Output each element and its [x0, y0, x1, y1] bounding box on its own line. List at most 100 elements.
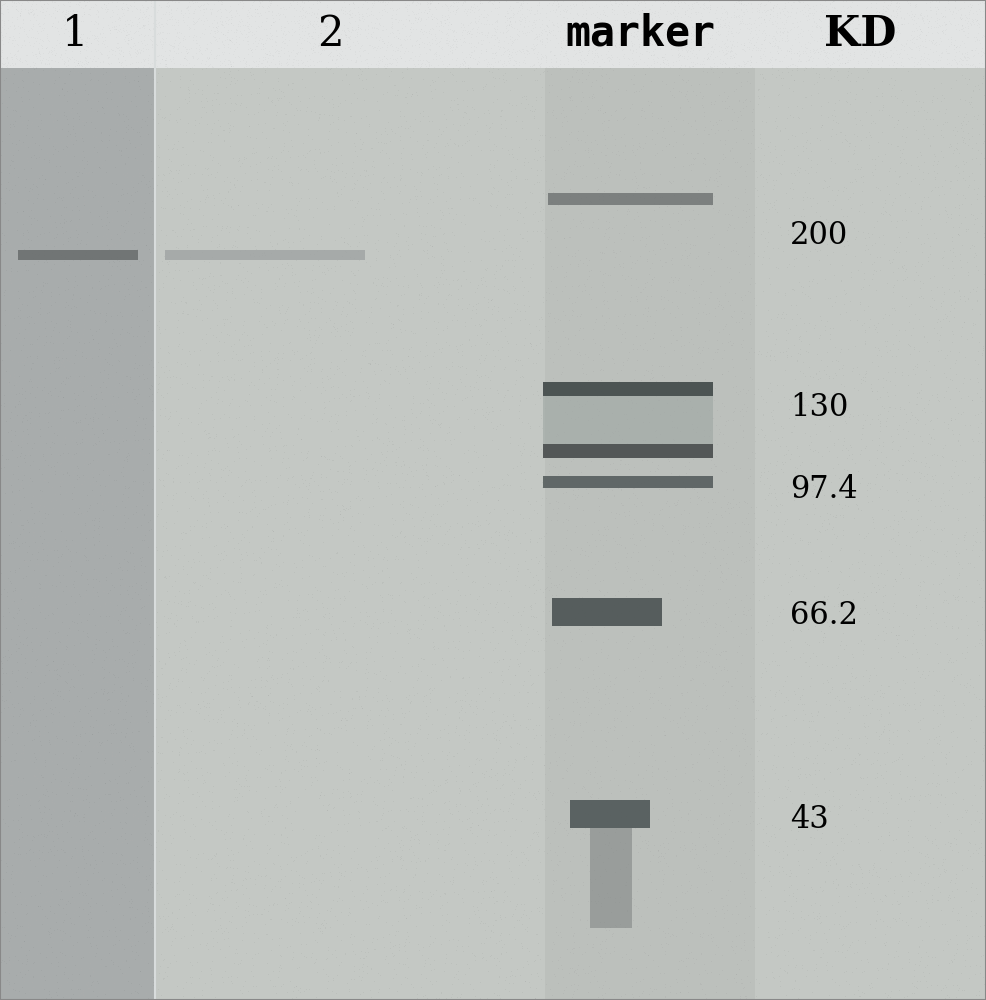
- Point: [567, 524, 583, 540]
- Point: [632, 667, 648, 683]
- Point: [356, 932, 372, 948]
- Point: [499, 191, 515, 207]
- Point: [350, 266, 366, 282]
- Point: [585, 88, 600, 104]
- Point: [370, 667, 386, 683]
- Point: [911, 311, 927, 327]
- Point: [405, 395, 421, 411]
- Point: [54, 473, 70, 489]
- Point: [904, 921, 920, 937]
- Point: [329, 484, 345, 500]
- Point: [394, 321, 410, 337]
- Point: [647, 213, 663, 229]
- Point: [548, 810, 564, 826]
- Point: [556, 15, 572, 31]
- Point: [899, 640, 915, 656]
- Point: [876, 379, 891, 395]
- Point: [883, 0, 899, 9]
- Point: [74, 843, 90, 859]
- Point: [104, 84, 119, 100]
- Point: [667, 204, 682, 220]
- Point: [336, 702, 352, 718]
- Point: [123, 938, 139, 954]
- Point: [352, 221, 368, 237]
- Point: [328, 116, 344, 132]
- Point: [117, 805, 133, 821]
- Point: [143, 918, 159, 934]
- Point: [932, 736, 948, 752]
- Point: [769, 930, 785, 946]
- Point: [32, 990, 47, 1000]
- Point: [695, 39, 711, 55]
- Point: [829, 167, 845, 183]
- Point: [510, 504, 526, 520]
- Point: [522, 535, 537, 551]
- Point: [168, 162, 183, 178]
- Point: [735, 721, 750, 737]
- Point: [679, 880, 695, 896]
- Point: [882, 624, 898, 640]
- Point: [794, 600, 810, 616]
- Point: [544, 744, 560, 760]
- Point: [50, 26, 66, 42]
- Point: [489, 661, 505, 677]
- Point: [246, 170, 261, 186]
- Point: [162, 281, 177, 297]
- Point: [510, 108, 526, 124]
- Point: [489, 696, 505, 712]
- Point: [819, 739, 835, 755]
- Point: [119, 453, 135, 469]
- Point: [175, 980, 190, 996]
- Point: [33, 150, 48, 166]
- Point: [677, 480, 693, 496]
- Point: [319, 784, 335, 800]
- Point: [429, 515, 445, 531]
- Point: [972, 965, 986, 981]
- Point: [758, 432, 774, 448]
- Point: [413, 10, 429, 26]
- Point: [914, 198, 930, 214]
- Point: [213, 256, 229, 272]
- Point: [371, 16, 387, 32]
- Point: [109, 111, 125, 127]
- Point: [825, 112, 841, 128]
- Point: [448, 265, 463, 281]
- Point: [688, 366, 704, 382]
- Point: [851, 554, 867, 570]
- Point: [56, 55, 72, 71]
- Point: [131, 386, 147, 402]
- Point: [396, 834, 412, 850]
- Point: [619, 172, 635, 188]
- Point: [395, 881, 411, 897]
- Point: [522, 458, 537, 474]
- Point: [756, 751, 772, 767]
- Point: [869, 842, 884, 858]
- Point: [188, 304, 204, 320]
- Point: [310, 942, 325, 958]
- Point: [59, 93, 75, 109]
- Point: [354, 8, 370, 24]
- Point: [519, 611, 534, 627]
- Point: [501, 10, 517, 26]
- Point: [798, 140, 813, 156]
- Point: [273, 110, 289, 126]
- Point: [934, 71, 950, 87]
- Point: [764, 526, 780, 542]
- Bar: [18, 250, 138, 260]
- Point: [811, 0, 827, 12]
- Point: [945, 926, 960, 942]
- Point: [157, 970, 173, 986]
- Point: [712, 557, 728, 573]
- Point: [495, 651, 511, 667]
- Point: [176, 152, 192, 168]
- Point: [231, 444, 246, 460]
- Point: [297, 57, 313, 73]
- Point: [460, 320, 476, 336]
- Point: [119, 267, 135, 283]
- Point: [947, 51, 962, 67]
- Point: [633, 697, 649, 713]
- Point: [761, 34, 777, 50]
- Point: [572, 911, 588, 927]
- Point: [916, 748, 932, 764]
- Point: [190, 546, 206, 562]
